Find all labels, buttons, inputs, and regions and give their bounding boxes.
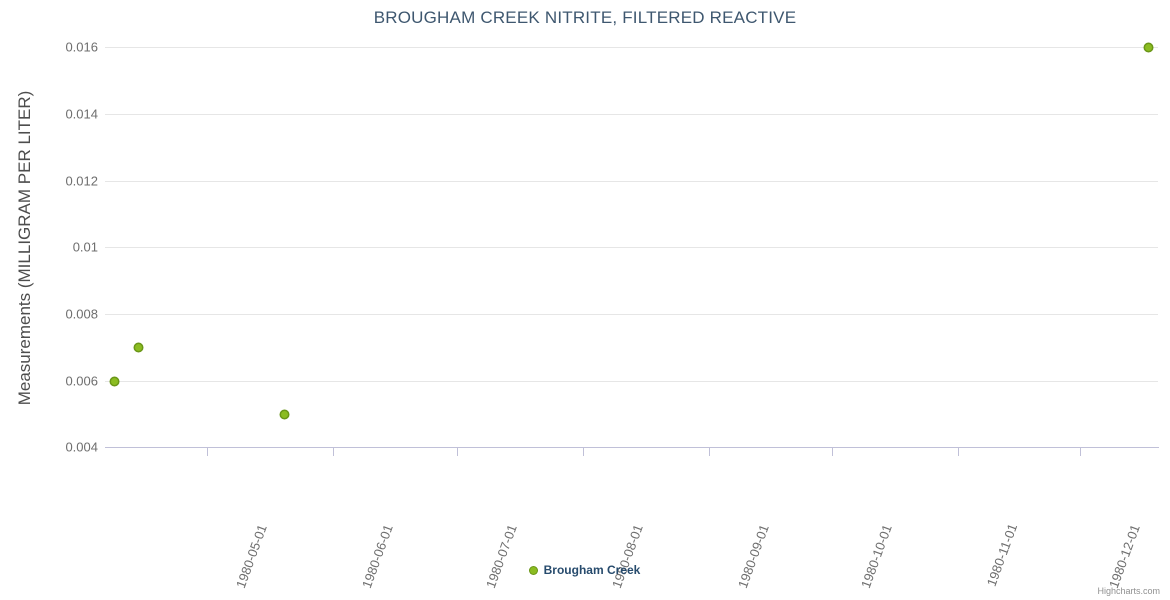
x-axis-tick-mark <box>958 448 959 456</box>
data-point[interactable] <box>280 410 288 418</box>
x-axis-tick-label: 1980-10-01 <box>858 460 918 590</box>
x-axis-tick-label-text: 1980-11-01 <box>983 521 1021 589</box>
x-axis-tick-label-text: 1980-12-01 <box>1106 522 1143 591</box>
legend-marker-icon <box>529 566 537 574</box>
x-axis-tick-mark <box>457 448 458 456</box>
x-axis-tick-label-text: 1980-05-01 <box>233 522 270 591</box>
y-axis-tick-label: 0.004 <box>65 439 98 455</box>
legend-item[interactable]: Brougham Creek <box>529 563 641 577</box>
y-gridline <box>105 381 1158 382</box>
y-axis-tick-label: 0.008 <box>65 306 98 322</box>
x-axis-tick-label: 1980-06-01 <box>359 460 419 590</box>
x-axis-tick-label-text: 1980-07-01 <box>483 522 520 591</box>
x-axis-tick-label: 1980-08-01 <box>609 460 669 590</box>
x-axis-tick-mark <box>832 448 833 456</box>
x-axis-tick-mark <box>583 448 584 456</box>
x-axis-tick-label: 1980-09-01 <box>735 460 795 590</box>
x-axis-tick-mark <box>207 448 208 456</box>
y-gridline <box>105 181 1158 182</box>
highcharts-credits-link[interactable]: Highcharts.com <box>1097 586 1160 596</box>
x-axis-tick-label: 1980-05-01 <box>233 460 293 590</box>
x-axis-tick-label-text: 1980-08-01 <box>609 522 646 591</box>
y-gridline <box>105 114 1158 115</box>
x-axis-tick-mark <box>709 448 710 456</box>
y-axis-tick-label: 0.016 <box>65 39 98 55</box>
x-axis-tick-label-text: 1980-06-01 <box>359 522 396 591</box>
x-axis-tick-mark <box>333 448 334 456</box>
x-axis-tick-mark <box>1080 448 1081 456</box>
x-axis-tick-label-text: 1980-09-01 <box>735 522 772 591</box>
legend-item-label: Brougham Creek <box>543 563 641 577</box>
y-axis-tick-label: 0.014 <box>65 106 98 122</box>
x-axis-tick-label: 1980-12-01 <box>1106 460 1166 590</box>
x-axis-tick-label: 1980-11-01 <box>984 460 1043 589</box>
data-point[interactable] <box>134 343 142 351</box>
x-axis-tick-label-text: 1980-10-01 <box>858 522 895 591</box>
y-axis-tick-label-group: 0.016 0.014 0.012 0.01 0.008 0.006 0.004 <box>0 0 98 600</box>
chart-legend: Brougham Creek <box>0 563 1170 577</box>
chart-title: BROUGHAM CREEK NITRITE, FILTERED REACTIV… <box>373 8 797 27</box>
data-point[interactable] <box>1144 43 1152 51</box>
y-axis-tick-label: 0.01 <box>72 239 98 255</box>
data-point[interactable] <box>110 377 118 385</box>
x-axis-tick-label: 1980-07-01 <box>483 460 543 590</box>
y-gridline <box>105 247 1158 248</box>
plot-area <box>105 43 1158 447</box>
y-gridline <box>105 314 1158 315</box>
x-axis-line <box>105 447 1159 448</box>
y-axis-tick-label: 0.006 <box>65 373 98 389</box>
y-axis-tick-label: 0.012 <box>65 173 98 189</box>
y-gridline <box>105 47 1158 48</box>
